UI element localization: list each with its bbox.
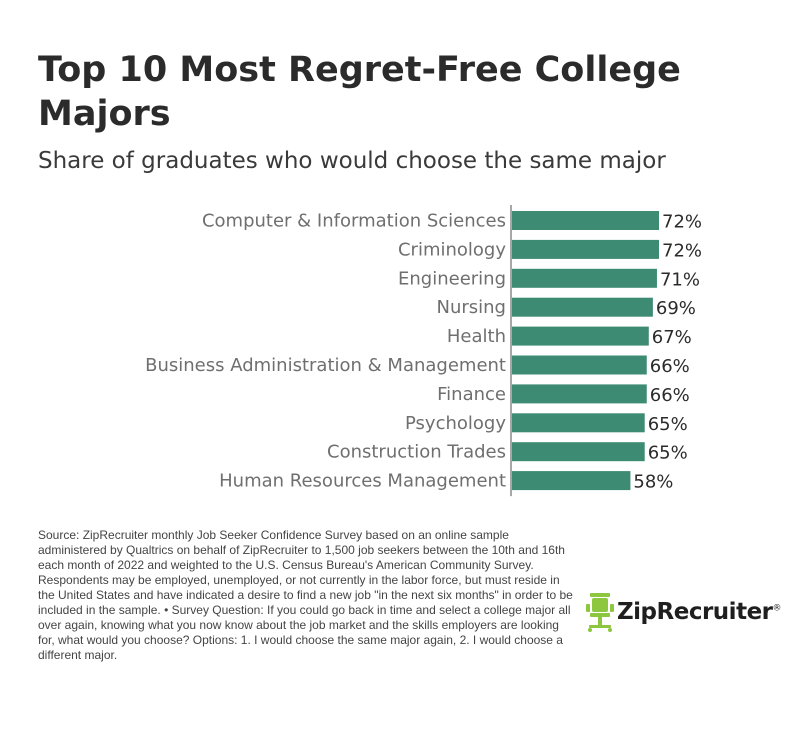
bar-1 — [512, 211, 659, 230]
logo-text: ZipRecruiter® — [617, 599, 782, 625]
bar-9 — [512, 442, 645, 462]
value-label-10: 58% — [633, 472, 673, 493]
bar-4 — [512, 297, 653, 317]
ziprecruiter-logo: ZipRecruiter® — [586, 592, 781, 632]
value-label-6: 66% — [650, 356, 690, 377]
value-label-3: 71% — [660, 269, 700, 290]
value-label-8: 65% — [648, 414, 688, 435]
bar-10 — [512, 471, 631, 491]
value-label-2: 72% — [662, 240, 702, 261]
category-label-5: Health — [447, 326, 506, 347]
category-label-6: Business Administration & Management — [145, 355, 506, 376]
chart-subtitle: Share of graduates who would choose the … — [38, 148, 666, 174]
bar-2 — [512, 239, 659, 259]
bar-6 — [512, 355, 647, 375]
value-label-9: 65% — [648, 443, 688, 464]
value-label-4: 69% — [656, 298, 696, 319]
chair-icon — [586, 593, 614, 632]
chart-title: Top 10 Most Regret-Free College Majors — [38, 50, 681, 134]
category-label-10: Human Resources Management — [219, 471, 506, 492]
value-label-5: 67% — [652, 327, 692, 348]
category-label-7: Finance — [437, 384, 506, 405]
bar-8 — [512, 413, 645, 433]
bar-3 — [512, 268, 657, 288]
bar-5 — [512, 326, 649, 346]
category-label-3: Engineering — [398, 268, 506, 289]
category-label-2: Criminology — [398, 239, 506, 260]
category-label-8: Psychology — [405, 413, 506, 434]
bar-7 — [512, 384, 647, 404]
category-label-1: Computer & Information Sciences — [202, 211, 506, 232]
value-label-7: 66% — [650, 385, 690, 406]
category-label-4: Nursing — [437, 297, 507, 318]
value-label-1: 72% — [662, 212, 702, 233]
category-label-9: Construction Trades — [327, 442, 506, 463]
source-note: Source: ZipRecruiter monthly Job Seeker … — [38, 528, 573, 662]
bar-chart: Computer & Information Sciences 72% Crimin… — [145, 205, 702, 497]
